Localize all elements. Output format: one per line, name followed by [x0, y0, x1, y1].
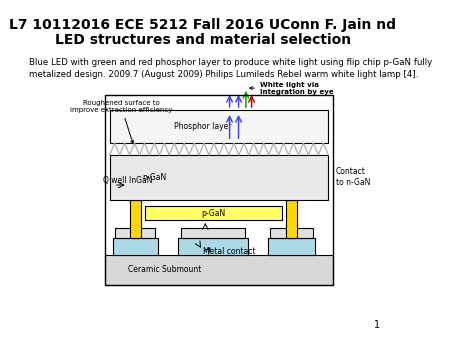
- Bar: [286, 200, 297, 238]
- Bar: [178, 238, 248, 255]
- Text: Q well InGaN: Q well InGaN: [103, 175, 153, 185]
- Bar: [145, 206, 282, 220]
- Text: White light via
integration by eye: White light via integration by eye: [250, 82, 333, 95]
- Text: Metal contact: Metal contact: [202, 247, 255, 257]
- Bar: [105, 255, 333, 285]
- Text: Blue LED with green and red phosphor layer to produce white light using flip chi: Blue LED with green and red phosphor lay…: [29, 58, 432, 79]
- Bar: [110, 110, 328, 143]
- Text: LED structures and material selection: LED structures and material selection: [54, 33, 351, 47]
- Text: Ceramic Submount: Ceramic Submount: [128, 266, 201, 274]
- Text: p-GaN: p-GaN: [201, 209, 225, 217]
- Text: L7 10112016 ECE 5212 Fall 2016 UConn F. Jain nd: L7 10112016 ECE 5212 Fall 2016 UConn F. …: [9, 18, 396, 32]
- Bar: [268, 238, 315, 255]
- Bar: [115, 228, 155, 238]
- Bar: [110, 155, 328, 200]
- Text: n-GaN: n-GaN: [142, 173, 166, 182]
- Bar: [270, 228, 313, 238]
- Bar: [113, 238, 158, 255]
- Text: Roughened surface to
improve extraction efficiency: Roughened surface to improve extraction …: [70, 100, 172, 143]
- Text: 1: 1: [374, 320, 381, 330]
- Text: Phosphor layer: Phosphor layer: [174, 122, 231, 131]
- Bar: [130, 200, 141, 238]
- Bar: [105, 95, 333, 285]
- Bar: [180, 228, 245, 238]
- Text: Contact
to n-GaN: Contact to n-GaN: [336, 167, 370, 187]
